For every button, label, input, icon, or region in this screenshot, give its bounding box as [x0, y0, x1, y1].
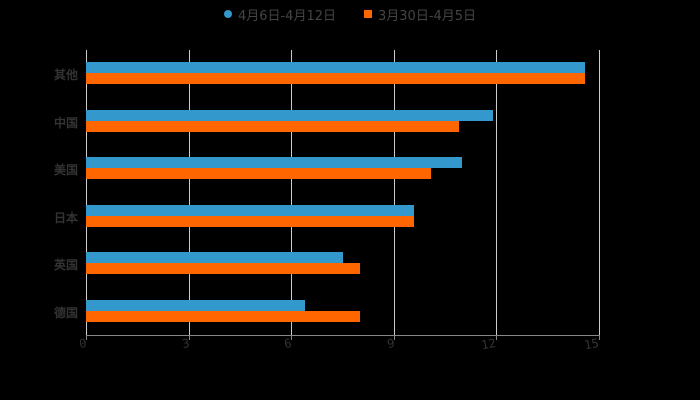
bar-series-2[interactable]	[86, 120, 459, 132]
x-tick	[86, 335, 87, 340]
bar-series-2[interactable]	[86, 310, 360, 322]
category-label: 美国	[53, 163, 78, 177]
category-label: 日本	[53, 210, 78, 225]
gridline	[599, 50, 600, 335]
bar-series-1[interactable]	[86, 204, 414, 216]
bar-series-1[interactable]	[86, 252, 343, 263]
gridline	[394, 50, 395, 335]
x-tick-label: 15	[583, 336, 600, 353]
bar-series-1[interactable]	[86, 157, 462, 168]
bar-series-2[interactable]	[86, 73, 585, 84]
series-1-swatch-icon	[223, 10, 232, 18]
x-tick-label: 12	[480, 336, 497, 353]
x-axis-line	[86, 335, 600, 336]
gridline	[291, 50, 292, 335]
legend-label-series-1: 4月6日-4月12日	[237, 8, 336, 24]
category-label: 德国	[53, 305, 78, 320]
category-label: 中国	[53, 115, 78, 130]
x-tick	[291, 335, 292, 340]
plot-area	[86, 50, 600, 335]
x-tick	[496, 335, 497, 340]
legend-item-series-2[interactable]: 3月30日-4月5日	[364, 5, 476, 24]
bar-series-2[interactable]	[86, 168, 431, 179]
bar-series-1[interactable]	[86, 62, 585, 73]
gridline	[189, 50, 190, 335]
bar-series-2[interactable]	[86, 215, 414, 227]
x-tick	[189, 335, 190, 340]
x-tick	[599, 335, 600, 340]
x-tick	[394, 335, 395, 340]
bar-series-2[interactable]	[86, 263, 360, 274]
legend-label-series-2: 3月30日-4月5日	[378, 8, 477, 24]
bar-series-1[interactable]	[86, 299, 305, 311]
category-label: 其他	[53, 68, 78, 82]
legend-item-series-1[interactable]: 4月6日-4月12日	[223, 5, 336, 24]
category-label: 英国	[53, 258, 78, 272]
gridline	[496, 50, 497, 335]
gridline	[86, 50, 87, 335]
series-2-swatch-icon	[364, 10, 372, 18]
chart-legend: 4月6日-4月12日 3月30日-4月5日	[0, 4, 700, 24]
bar-series-1[interactable]	[86, 109, 493, 121]
